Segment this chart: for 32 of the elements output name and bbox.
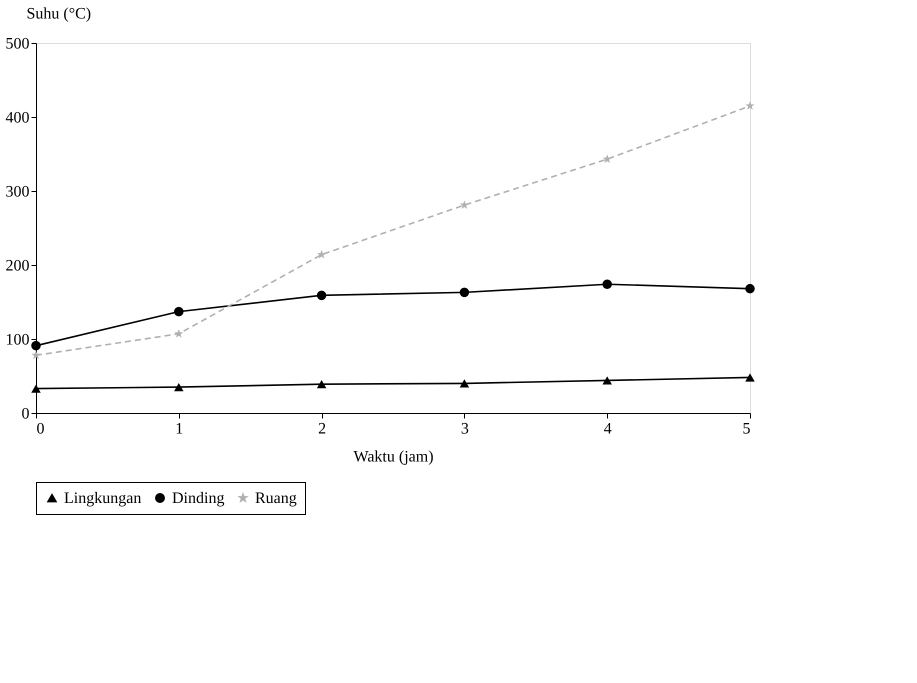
legend-label: Ruang — [255, 490, 297, 507]
x-axis-title: Waktu (jam) — [353, 448, 434, 466]
y-tick-label: 0 — [22, 406, 30, 422]
y-tick-label: 200 — [6, 258, 30, 274]
legend-label: Lingkungan — [64, 490, 142, 507]
point — [745, 101, 755, 110]
y-tick-label: 400 — [6, 110, 30, 126]
point — [745, 373, 755, 382]
point — [460, 379, 470, 388]
legend-label: Dinding — [172, 490, 224, 507]
x-tick-label: 3 — [460, 420, 469, 438]
y-tick-label: 500 — [6, 36, 30, 52]
x-tick-label: 0 — [36, 420, 44, 438]
point — [174, 329, 184, 338]
point — [174, 382, 184, 392]
point — [31, 340, 41, 350]
y-tick-label: 300 — [6, 184, 30, 200]
point — [602, 280, 612, 289]
point — [316, 380, 326, 388]
point — [31, 384, 41, 393]
point — [460, 288, 470, 298]
point — [316, 290, 326, 300]
point — [745, 284, 755, 294]
y-tick-label: 100 — [6, 332, 30, 348]
x-tick-label: 4 — [604, 420, 612, 438]
point — [31, 350, 41, 360]
x-tick-label: 1 — [175, 420, 184, 438]
y-axis-title: Suhu (°C) — [26, 6, 92, 22]
x-tick-label: 2 — [318, 420, 326, 438]
point — [602, 376, 612, 385]
point — [174, 306, 184, 316]
x-tick-label: 5 — [742, 420, 750, 438]
